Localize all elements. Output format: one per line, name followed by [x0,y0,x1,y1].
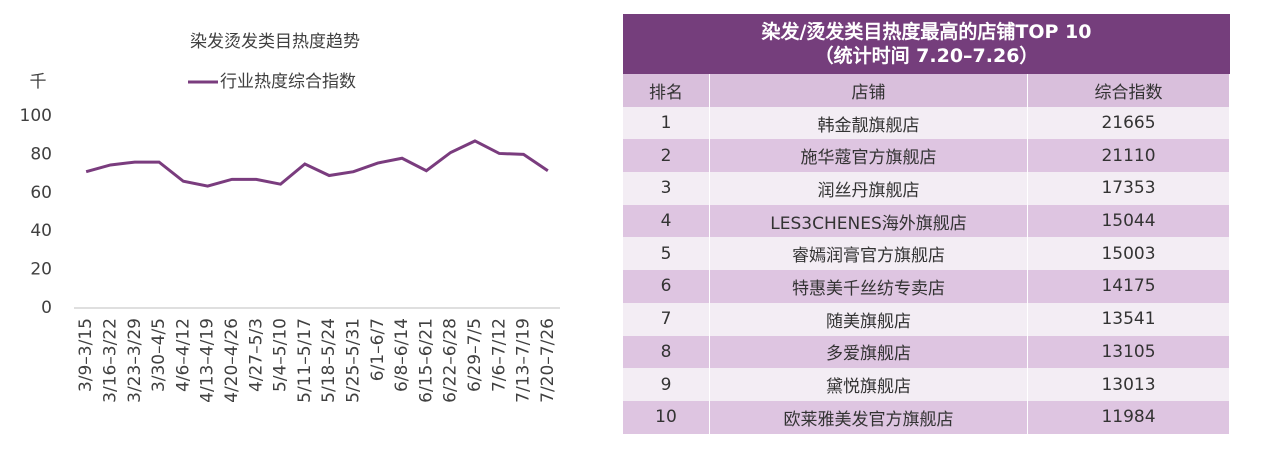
cell: 睿嫣润膏官方旗舰店 [710,237,1028,271]
y-axis-label: 千 [30,72,47,92]
x-tick-label: 3/9–3/15 [76,318,96,392]
x-tick-label: 4/6–4/12 [173,318,193,392]
cell: LES3CHENES海外旗舰店 [710,204,1028,238]
header-cell: 排名 [623,74,710,107]
chart: 染发烫发类目热度趋势 千 0 20 40 60 80 100 3/9–3/15 3/16–3/… [20,32,560,403]
x-tick-label: 3/30–4/5 [149,318,169,392]
cell: 欧莱雅美发官方旗舰店 [710,400,1028,434]
x-tick-label: 5/11–5/17 [295,318,315,403]
cell: 3 [623,172,710,205]
y-tick-label: 40 [30,221,52,241]
cell: 4 [623,204,710,238]
table-row: 6 特惠美千丝纺专卖店 14175 [623,270,1230,303]
header-cell: 综合指数 [1028,74,1230,107]
cell: 5 [623,237,710,271]
table-row: 10 欧莱雅美发官方旗舰店 11984 [623,400,1230,434]
table-row: 7 随美旗舰店 13541 [623,302,1230,336]
x-tick-label: 5/25–5/31 [343,318,363,403]
header-row: 排名 店铺 综合指数 [623,74,1230,107]
legend-label: 行业热度综合指数 [220,72,356,92]
x-tick-label: 5/18–5/24 [319,318,339,403]
cell: 6 [623,270,710,303]
x-tick-label: 4/20–4/26 [222,318,242,403]
x-tick-label: 3/16–3/22 [100,318,120,403]
cell: 2 [623,139,710,173]
cell: 润丝丹旗舰店 [710,172,1028,205]
cell: 13105 [1028,335,1230,369]
cell: 15044 [1028,204,1230,238]
cell: 1 [623,106,710,140]
cell: 9 [623,368,710,401]
cell: 特惠美千丝纺专卖店 [710,270,1028,303]
header-cell: 店铺 [710,74,1028,107]
cell: 21110 [1028,139,1230,173]
cell: 10 [623,400,710,434]
x-tick-label: 6/15–6/21 [416,318,436,403]
chart-title: 染发烫发类目热度趋势 [190,32,360,52]
cell: 13541 [1028,302,1230,336]
x-tick-label: 6/29–7/5 [465,318,485,392]
table-row: 1 韩金靓旗舰店 21665 [623,106,1230,140]
cell: 21665 [1028,106,1230,140]
table-title: 染发/烫发类目热度最高的店铺TOP 10 （统计时间 7.20–7.26） [623,14,1230,74]
y-tick-label: 20 [30,260,52,280]
x-tick-label: 7/20–7/26 [538,318,558,403]
x-tick-label: 5/4–5/10 [271,318,291,392]
x-tick-label: 3/23–3/29 [125,318,145,403]
cell: 14175 [1028,270,1230,303]
table-row: 5 睿嫣润膏官方旗舰店 15003 [623,237,1230,271]
table-row: 9 黛悦旗舰店 13013 [623,368,1230,401]
y-tick-label: 60 [30,183,52,203]
cell: 11984 [1028,400,1230,434]
x-tick-label: 4/27–5/3 [246,318,266,392]
y-tick-label: 80 [30,144,52,164]
x-tick-label: 7/6–7/12 [489,318,509,392]
y-tick-label: 0 [41,298,52,318]
cell: 随美旗舰店 [710,302,1028,336]
cell: 韩金靓旗舰店 [710,106,1028,140]
cell: 7 [623,302,710,336]
cell: 8 [623,335,710,369]
title-line: （统计时间 7.20–7.26） [814,45,1039,67]
cell: 施华蔻官方旗舰店 [710,139,1028,173]
table: 染发/烫发类目热度最高的店铺TOP 10 （统计时间 7.20–7.26） 排名 店铺… [623,14,1230,434]
table-row: 4 LES3CHENES海外旗舰店 15044 [623,204,1230,238]
cell: 15003 [1028,237,1230,271]
cell: 多爱旗舰店 [710,335,1028,369]
x-tick-label: 6/1–6/7 [368,318,388,381]
table-row: 8 多爱旗舰店 13105 [623,335,1230,369]
cell: 17353 [1028,172,1230,205]
table-row: 2 施华蔻官方旗舰店 21110 [623,139,1230,173]
line [85,139,549,188]
y-tick-label: 100 [20,106,52,126]
x-tick-label: 6/22–6/28 [441,318,461,403]
cell: 13013 [1028,368,1230,401]
title-line: 染发/烫发类目热度最高的店铺TOP 10 [761,21,1092,43]
table-row: 3 润丝丹旗舰店 17353 [623,172,1230,205]
x-tick-label: 4/13–4/19 [198,318,218,403]
x-tick-label: 6/8–6/14 [392,318,412,392]
cell: 黛悦旗舰店 [710,368,1028,401]
x-tick-label: 7/13–7/19 [514,318,534,403]
